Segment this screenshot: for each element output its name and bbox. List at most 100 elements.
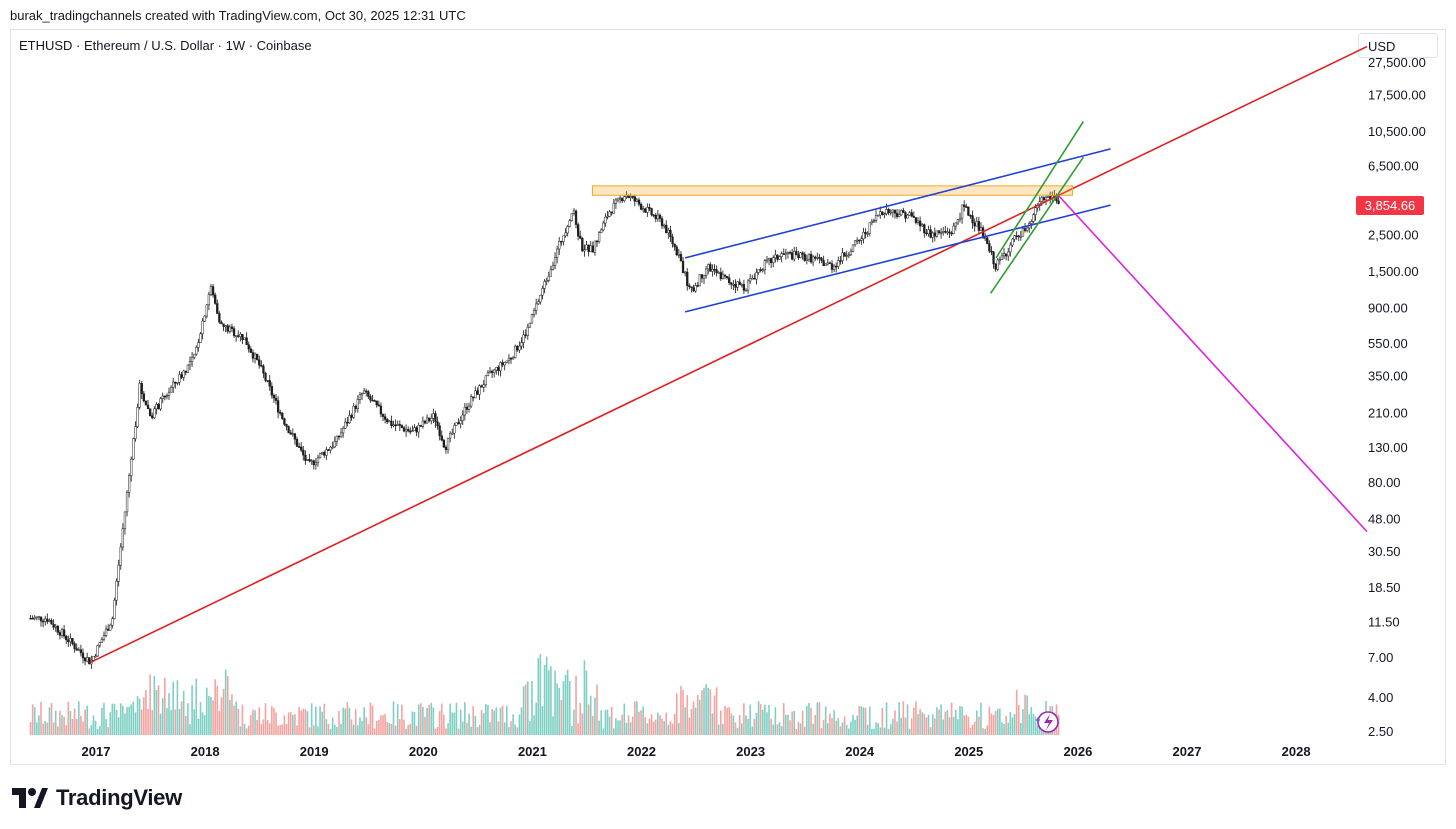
- volume-bar: [193, 709, 195, 735]
- candle-body: [652, 214, 655, 217]
- candle-body: [757, 269, 760, 273]
- candle-body: [709, 264, 712, 272]
- volume-bar: [877, 723, 879, 735]
- volume-bar: [613, 728, 615, 735]
- candle-body: [39, 616, 43, 622]
- projection-down[interactable]: [1057, 194, 1368, 533]
- volume-bar: [189, 724, 191, 735]
- volume-bar: [277, 725, 279, 735]
- channel-upper[interactable]: [684, 148, 1111, 259]
- candle-body: [564, 232, 567, 237]
- volume-bar: [466, 722, 468, 735]
- volume-bar: [701, 690, 703, 735]
- volume-bar: [164, 677, 166, 735]
- tradingview-logo[interactable]: TradingView: [12, 785, 182, 811]
- symbol-title[interactable]: ETHUSD · Ethereum / U.S. Dollar · 1W · C…: [19, 38, 312, 53]
- candle-body: [144, 400, 148, 406]
- resistance-zone[interactable]: [591, 185, 1073, 196]
- candle-body: [612, 203, 615, 214]
- y-tick-label: 210.00: [1368, 405, 1408, 420]
- volume-bar: [820, 727, 823, 735]
- candle-body: [921, 224, 924, 227]
- candle-body: [241, 334, 244, 340]
- candle-body: [107, 628, 110, 631]
- volume-bar: [451, 712, 454, 735]
- volume-bar: [810, 707, 812, 735]
- volume-bar: [285, 724, 288, 735]
- volume-bar: [342, 707, 344, 735]
- replay-icon[interactable]: [1036, 711, 1059, 733]
- volume-bar: [761, 710, 764, 735]
- candle-body: [488, 370, 492, 374]
- rising-channel-lower[interactable]: [989, 156, 1085, 294]
- candle-body: [287, 426, 290, 433]
- volume-bar: [946, 710, 949, 735]
- candle-body: [958, 217, 962, 221]
- volume-bar: [266, 720, 269, 735]
- candle-body: [663, 224, 666, 227]
- candle-body: [782, 253, 785, 255]
- volume-bar: [382, 715, 384, 735]
- volume-bar: [134, 712, 137, 735]
- volume-bar: [229, 700, 231, 735]
- candle-body: [413, 427, 416, 431]
- volume-bar: [564, 674, 567, 735]
- y-tick-label: 130.00: [1368, 440, 1408, 455]
- candle-body: [505, 360, 508, 363]
- candle-body: [184, 370, 187, 373]
- candle-body: [994, 263, 997, 270]
- candle-body: [316, 457, 320, 464]
- volume-bar: [124, 713, 126, 735]
- candle-body: [197, 342, 200, 348]
- candle-body: [683, 271, 687, 274]
- candle-body: [1049, 196, 1052, 199]
- candle-body: [484, 375, 487, 385]
- volume-bar: [766, 712, 768, 735]
- candle-body: [86, 657, 89, 662]
- volume-bar: [327, 723, 330, 735]
- volume-bar: [233, 705, 235, 735]
- volume-bar: [705, 684, 707, 735]
- credit-text: burak_tradingchannels created with Tradi…: [10, 8, 466, 23]
- volume-bar: [808, 703, 810, 735]
- volume-bar: [384, 713, 386, 735]
- volume-bar: [447, 723, 449, 735]
- rising-channel-upper[interactable]: [995, 121, 1085, 259]
- long-term-trendline[interactable]: [90, 45, 1368, 664]
- candle-body: [48, 620, 51, 622]
- candle-body: [148, 408, 152, 416]
- volume-bar: [812, 723, 814, 735]
- candle-body: [656, 214, 660, 220]
- volume-bar: [411, 711, 414, 735]
- channel-lower[interactable]: [684, 204, 1111, 313]
- volume-bar: [436, 726, 439, 735]
- volume-bar: [573, 709, 575, 735]
- volume-bar: [430, 702, 433, 735]
- volume-bar: [424, 717, 426, 735]
- volume-bar: [799, 723, 802, 735]
- candle-body: [856, 239, 859, 242]
- currency-selector[interactable]: USD: [1358, 33, 1438, 58]
- volume-bar: [438, 711, 441, 735]
- candle-body: [371, 399, 374, 402]
- volume-bar: [803, 726, 806, 735]
- candle-body: [329, 447, 332, 451]
- candle-body: [740, 284, 743, 286]
- candle-body: [929, 229, 932, 238]
- volume-bar: [602, 728, 605, 735]
- candle-body: [912, 215, 915, 218]
- candle-body: [190, 357, 194, 362]
- candle-body: [132, 438, 135, 460]
- candle-body: [478, 385, 481, 395]
- candle-body: [255, 353, 259, 361]
- candle-body: [226, 325, 229, 332]
- candle-body: [199, 333, 202, 343]
- volume-bar: [338, 711, 340, 735]
- candle-body: [283, 418, 286, 425]
- volume-bar: [526, 681, 529, 735]
- candle-body: [547, 275, 550, 281]
- volume-bar: [887, 728, 890, 735]
- candle-body: [539, 294, 542, 303]
- candle-body: [388, 420, 391, 423]
